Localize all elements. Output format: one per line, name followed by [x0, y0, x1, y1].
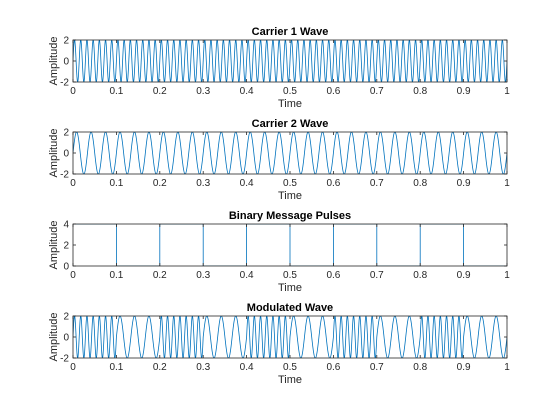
- x-tick-label: 0.8: [413, 270, 427, 281]
- x-tick-label: 0.9: [457, 86, 471, 97]
- x-tick-label: 0.7: [370, 86, 384, 97]
- x-tick-label: 0.8: [413, 362, 427, 373]
- x-axis-label: Time: [278, 98, 302, 110]
- x-tick-label: 0.9: [457, 270, 471, 281]
- subplot-title: Binary Message Pulses: [229, 210, 351, 222]
- series-line-4-1: [73, 316, 507, 358]
- x-tick-label: 0.6: [326, 270, 340, 281]
- x-tick-label: 0.5: [283, 270, 297, 281]
- x-tick-label: 0: [70, 270, 76, 281]
- y-axis-label: Amplitude: [48, 313, 60, 362]
- x-tick-label: 0.6: [326, 86, 340, 97]
- x-tick-label: 0.1: [109, 362, 123, 373]
- x-tick-label: 0.9: [457, 178, 471, 189]
- x-tick-label: 0.9: [457, 362, 471, 373]
- x-tick-label: 0.8: [413, 178, 427, 189]
- y-tick-label: -2: [60, 170, 69, 181]
- x-tick-label: 0.1: [109, 270, 123, 281]
- y-tick-label: 2: [63, 36, 69, 47]
- x-tick-label: 0.3: [196, 270, 210, 281]
- x-tick-label: 1: [504, 270, 510, 281]
- series-line-2-1: [73, 132, 507, 174]
- y-tick-label: 0: [63, 333, 69, 344]
- subplot-title: Carrier 1 Wave: [252, 26, 329, 38]
- y-tick-label: 2: [63, 312, 69, 323]
- subplot-1: 0 0.1 0.2 0.3 0.4 0.5 0.6 0.7 0.8 0.9 1-202Carrier…: [48, 26, 510, 110]
- subplot-4: 0 0.1 0.2 0.3 0.4 0.5 0.6 0.7 0.8 0.9 1-202Modulat…: [48, 302, 510, 386]
- x-tick-label: 0.4: [240, 86, 254, 97]
- subplot-title: Carrier 2 Wave: [252, 118, 329, 130]
- x-tick-label: 0.2: [153, 178, 167, 189]
- y-axis-label: Amplitude: [48, 221, 60, 270]
- x-tick-label: 0.7: [370, 178, 384, 189]
- x-axis-label: Time: [278, 190, 302, 202]
- x-tick-label: 0: [70, 362, 76, 373]
- series-line-1-1: [73, 40, 507, 82]
- y-axis-label: Amplitude: [48, 37, 60, 86]
- x-tick-label: 0.6: [326, 178, 340, 189]
- y-tick-label: 4: [63, 220, 69, 231]
- x-tick-label: 0.2: [153, 362, 167, 373]
- y-tick-label: 2: [63, 128, 69, 139]
- x-tick-label: 0.3: [196, 178, 210, 189]
- y-tick-label: 0: [63, 262, 69, 273]
- x-tick-label: 1: [504, 86, 510, 97]
- x-tick-label: 0: [70, 178, 76, 189]
- y-tick-label: 0: [63, 57, 69, 68]
- x-tick-label: 1: [504, 178, 510, 189]
- x-tick-label: 0.5: [283, 362, 297, 373]
- x-tick-label: 0.4: [240, 362, 254, 373]
- x-axis-label: Time: [278, 282, 302, 294]
- x-tick-label: 0.4: [240, 178, 254, 189]
- series-line-3-1: [73, 224, 507, 266]
- x-tick-label: 0.3: [196, 362, 210, 373]
- x-tick-label: 0.5: [283, 178, 297, 189]
- y-tick-label: -2: [60, 354, 69, 365]
- y-axis-label: Amplitude: [48, 129, 60, 178]
- x-tick-label: 0.3: [196, 86, 210, 97]
- x-tick-label: 0: [70, 86, 76, 97]
- x-tick-label: 0.2: [153, 86, 167, 97]
- x-axis-label: Time: [278, 374, 302, 386]
- x-tick-label: 0.4: [240, 270, 254, 281]
- x-tick-label: 0.7: [370, 362, 384, 373]
- x-tick-label: 0.8: [413, 86, 427, 97]
- x-tick-label: 0.1: [109, 86, 123, 97]
- y-tick-label: 2: [63, 241, 69, 252]
- y-tick-label: -2: [60, 78, 69, 89]
- x-tick-label: 0.1: [109, 178, 123, 189]
- x-tick-label: 1: [504, 362, 510, 373]
- y-tick-label: 0: [63, 149, 69, 160]
- subplot-3: 0 0.1 0.2 0.3 0.4 0.5 0.6 0.7 0.8 0.9 1 0 2 4 Binary M…: [48, 210, 510, 294]
- subplot-title: Modulated Wave: [247, 302, 333, 314]
- x-tick-label: 0.5: [283, 86, 297, 97]
- x-tick-label: 0.2: [153, 270, 167, 281]
- subplot-2: 0 0.1 0.2 0.3 0.4 0.5 0.6 0.7 0.8 0.9 1-202Carrier…: [48, 118, 510, 202]
- x-tick-label: 0.6: [326, 362, 340, 373]
- x-tick-label: 0.7: [370, 270, 384, 281]
